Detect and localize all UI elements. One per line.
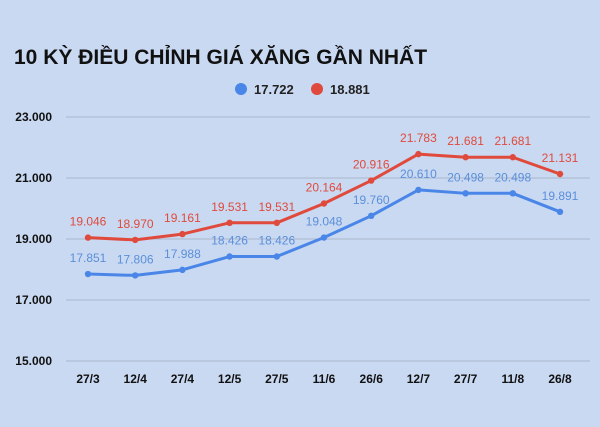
legend: 17.722 18.881 bbox=[235, 82, 370, 97]
x-tick-label: 11/8 bbox=[501, 372, 524, 386]
y-axis: 15.000 17.000 19.000 21.000 23.000 bbox=[15, 110, 52, 368]
data-point bbox=[415, 150, 422, 158]
data-point bbox=[320, 200, 328, 207]
x-tick-label: 26/8 bbox=[548, 372, 572, 386]
data-point bbox=[556, 208, 564, 216]
data-point bbox=[132, 272, 139, 279]
chart-title: 10 KỲ ĐIỀU CHỈNH GIÁ XĂNG GẦN NHẤT bbox=[14, 45, 427, 69]
x-axis: 27/3 12/4 27/4 12/5 27/5 11/6 26/6 12/7 27/7 11/8… bbox=[76, 372, 572, 386]
legend-entry: 18.881 bbox=[330, 82, 370, 97]
x-tick-label: 12/7 bbox=[407, 372, 431, 386]
x-tick-label: 12/4 bbox=[124, 372, 148, 386]
data-point bbox=[84, 234, 92, 241]
data-point bbox=[462, 154, 469, 161]
data-label: 21.131 bbox=[542, 151, 579, 165]
data-label: 21.783 bbox=[400, 131, 437, 145]
data-label: 18.426 bbox=[258, 234, 295, 248]
data-label: 19.760 bbox=[353, 193, 390, 207]
data-label: 19.531 bbox=[211, 200, 248, 214]
x-tick-label: 27/7 bbox=[454, 372, 478, 386]
data-label: 18.970 bbox=[117, 217, 154, 231]
data-point bbox=[273, 253, 280, 260]
data-point bbox=[368, 177, 375, 184]
data-label: 20.498 bbox=[494, 170, 531, 184]
data-label: 19.891 bbox=[542, 189, 579, 203]
x-tick-label: 27/5 bbox=[265, 372, 289, 386]
data-point bbox=[509, 190, 516, 197]
data-point bbox=[462, 190, 469, 197]
data-label: 20.916 bbox=[353, 158, 390, 172]
x-tick-label: 27/3 bbox=[76, 372, 100, 386]
y-tick-label: 17.000 bbox=[15, 293, 52, 307]
data-label: 20.164 bbox=[306, 180, 343, 194]
data-point bbox=[368, 212, 375, 220]
data-labels: 17.851 17.806 17.988 18.426 18.426 19.048 19.7… bbox=[70, 131, 579, 266]
data-label: 20.610 bbox=[400, 167, 437, 181]
legend-marker bbox=[235, 83, 247, 95]
data-label: 17.851 bbox=[70, 251, 107, 265]
data-point bbox=[84, 270, 92, 278]
x-tick-label: 26/6 bbox=[360, 372, 384, 386]
data-label: 20.498 bbox=[447, 170, 484, 184]
data-label: 19.046 bbox=[70, 215, 107, 229]
data-point bbox=[226, 253, 233, 260]
data-point bbox=[132, 236, 139, 244]
y-tick-label: 15.000 bbox=[15, 354, 52, 368]
data-label: 21.681 bbox=[494, 134, 531, 148]
data-point bbox=[179, 266, 186, 274]
data-point bbox=[556, 170, 564, 178]
x-tick-label: 11/6 bbox=[313, 372, 336, 386]
data-point bbox=[415, 186, 422, 194]
y-tick-label: 21.000 bbox=[15, 171, 52, 185]
data-label: 19.048 bbox=[306, 215, 343, 229]
data-point bbox=[509, 154, 516, 161]
data-point bbox=[226, 219, 233, 227]
legend-entry: 17.722 bbox=[254, 82, 294, 97]
x-tick-label: 27/4 bbox=[171, 372, 195, 386]
data-label: 17.988 bbox=[164, 247, 201, 261]
data-label: 21.681 bbox=[447, 134, 484, 148]
x-tick-label: 12/5 bbox=[218, 372, 242, 386]
data-label: 19.531 bbox=[258, 200, 295, 214]
legend-marker bbox=[311, 83, 323, 95]
y-tick-label: 19.000 bbox=[15, 232, 52, 246]
series-layer bbox=[84, 150, 564, 279]
data-point bbox=[320, 234, 328, 241]
y-tick-label: 23.000 bbox=[15, 110, 52, 124]
data-label: 18.426 bbox=[211, 234, 248, 248]
data-label: 19.161 bbox=[164, 211, 201, 225]
data-point bbox=[273, 219, 280, 227]
data-label: 17.806 bbox=[117, 252, 154, 266]
data-point bbox=[179, 230, 186, 238]
